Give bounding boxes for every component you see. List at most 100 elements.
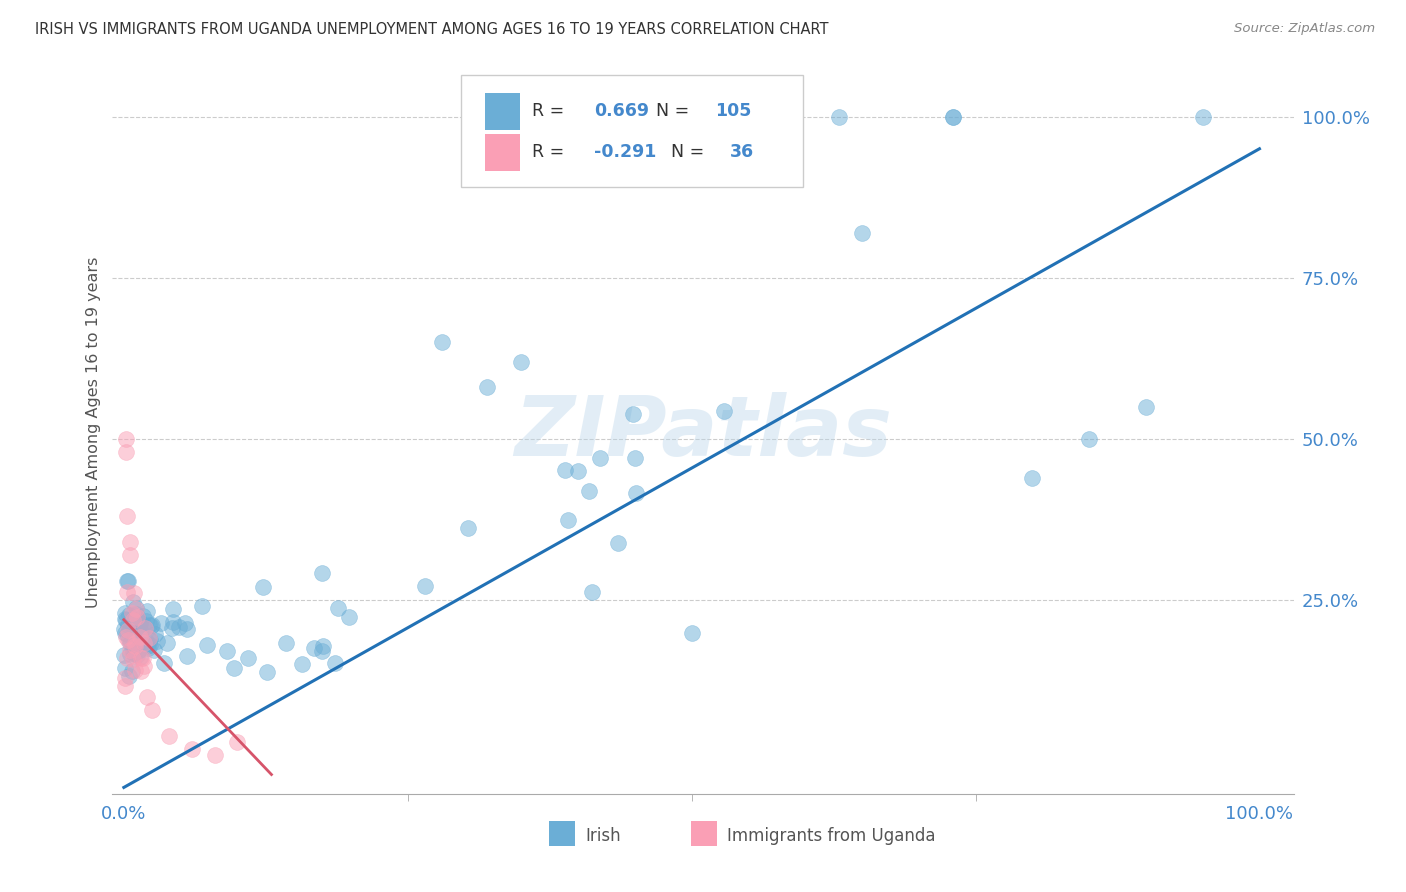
- Point: [127, 648, 149, 662]
- Point: [157, 729, 180, 743]
- Text: 0.669: 0.669: [595, 103, 650, 120]
- Point: [624, 486, 647, 500]
- Text: N =: N =: [671, 144, 704, 161]
- Point: [174, 615, 197, 630]
- Point: [1135, 400, 1157, 414]
- Point: [328, 600, 350, 615]
- Point: [124, 663, 146, 677]
- Point: [118, 669, 141, 683]
- Bar: [692, 821, 717, 846]
- Point: [125, 632, 148, 646]
- Point: [127, 644, 149, 658]
- Point: [942, 110, 965, 124]
- Point: [121, 619, 143, 633]
- Point: [122, 586, 145, 600]
- Point: [114, 614, 136, 628]
- Point: [114, 630, 136, 644]
- Point: [136, 640, 159, 654]
- Point: [122, 647, 145, 661]
- Text: -0.291: -0.291: [595, 144, 657, 161]
- Point: [128, 634, 150, 648]
- Point: [124, 601, 146, 615]
- Point: [124, 634, 146, 648]
- Point: [1078, 432, 1101, 446]
- Point: [337, 610, 360, 624]
- Point: [127, 633, 149, 648]
- Point: [118, 632, 141, 646]
- Text: IRISH VS IMMIGRANTS FROM UGANDA UNEMPLOYMENT AMONG AGES 16 TO 19 YEARS CORRELATI: IRISH VS IMMIGRANTS FROM UGANDA UNEMPLOY…: [35, 22, 828, 37]
- Text: 36: 36: [730, 144, 754, 161]
- Point: [167, 620, 190, 634]
- Point: [274, 636, 297, 650]
- Point: [122, 613, 145, 627]
- Point: [132, 636, 155, 650]
- Point: [129, 624, 152, 639]
- Point: [121, 651, 143, 665]
- Text: Immigrants from Uganda: Immigrants from Uganda: [727, 827, 935, 845]
- Point: [132, 650, 155, 665]
- Point: [1191, 110, 1213, 124]
- Point: [131, 651, 153, 665]
- Point: [124, 639, 146, 653]
- Point: [176, 648, 198, 663]
- Point: [124, 630, 146, 644]
- Point: [195, 638, 218, 652]
- FancyBboxPatch shape: [461, 75, 803, 187]
- Point: [117, 633, 139, 648]
- Point: [567, 464, 589, 478]
- Point: [311, 644, 333, 658]
- Point: [138, 631, 160, 645]
- Y-axis label: Unemployment Among Ages 16 to 19 years: Unemployment Among Ages 16 to 19 years: [86, 257, 101, 608]
- Point: [124, 625, 146, 640]
- Point: [115, 432, 138, 446]
- Point: [156, 635, 179, 649]
- Point: [135, 690, 157, 705]
- Point: [430, 335, 453, 350]
- Point: [129, 615, 152, 630]
- Point: [127, 640, 149, 654]
- Point: [120, 647, 142, 661]
- Point: [117, 574, 138, 588]
- Point: [114, 660, 136, 674]
- Point: [115, 650, 138, 665]
- Point: [477, 380, 499, 394]
- Point: [304, 640, 326, 655]
- Point: [134, 638, 156, 652]
- Point: [578, 483, 600, 498]
- Point: [118, 643, 141, 657]
- Point: [828, 110, 851, 124]
- Point: [312, 640, 335, 654]
- Point: [256, 665, 278, 680]
- Point: [311, 566, 333, 581]
- Point: [191, 599, 214, 613]
- Point: [510, 354, 533, 368]
- Text: Source: ZipAtlas.com: Source: ZipAtlas.com: [1234, 22, 1375, 36]
- Point: [176, 622, 198, 636]
- Point: [224, 661, 246, 675]
- Point: [291, 657, 314, 672]
- Point: [624, 451, 647, 466]
- Text: Irish: Irish: [585, 827, 620, 845]
- Point: [413, 579, 436, 593]
- Point: [122, 645, 145, 659]
- Point: [117, 607, 139, 622]
- Bar: [485, 93, 520, 130]
- Point: [115, 445, 138, 459]
- Point: [134, 659, 156, 673]
- Point: [131, 608, 153, 623]
- Point: [150, 616, 173, 631]
- Point: [136, 604, 159, 618]
- Point: [117, 623, 139, 637]
- Point: [226, 735, 249, 749]
- Point: [122, 613, 145, 627]
- Point: [557, 513, 579, 527]
- Point: [323, 657, 346, 671]
- Point: [581, 584, 603, 599]
- Point: [120, 615, 142, 629]
- Point: [124, 635, 146, 649]
- Point: [141, 618, 163, 632]
- Point: [120, 635, 142, 649]
- Point: [141, 619, 163, 633]
- Point: [121, 607, 143, 621]
- Point: [114, 671, 136, 685]
